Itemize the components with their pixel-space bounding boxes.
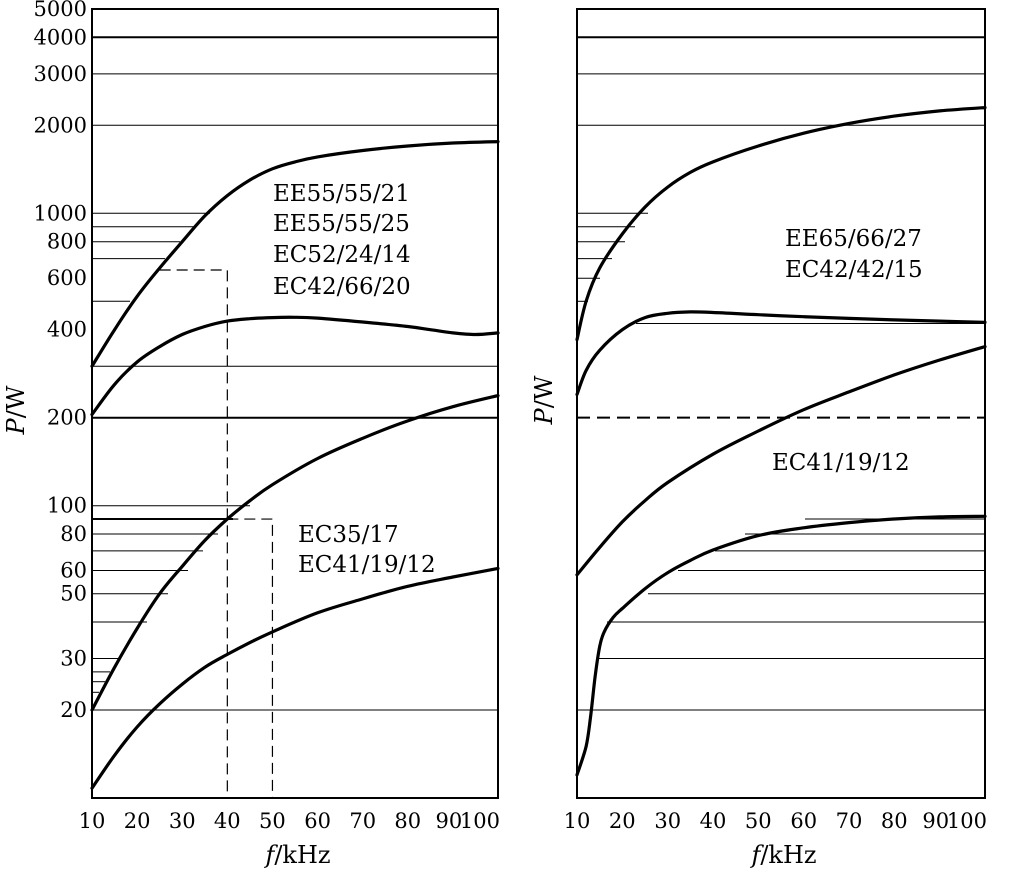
right-x-tick-label-2: 30 [654, 809, 681, 833]
left-x-tick-label-6: 70 [349, 809, 376, 833]
left-x-tick-label-7: 80 [394, 809, 421, 833]
left-x-tick-label-5: 60 [304, 809, 331, 833]
curve-label-ee55-55-21: EE55/55/21 [273, 181, 410, 207]
right-x-tick-label-4: 50 [745, 809, 772, 833]
right-y-axis-title: P/W [530, 375, 558, 425]
right-plot-frame [576, 8, 986, 799]
left-y-tick-label-7: 400 [47, 318, 87, 342]
left-y-tick-label-13: 30 [60, 647, 87, 671]
left-x-tick-label-9: 100 [460, 809, 500, 833]
left-chart: 5000400030002000100080060040020010080605… [2, 0, 500, 869]
left-series-line-3 [90, 566, 500, 790]
right-x-tick-label-8: 90 [922, 809, 949, 833]
left-y-tick-label-12: 50 [60, 582, 87, 606]
right-x-tick-label-0: 10 [564, 809, 591, 833]
right-series-line-3 [575, 514, 987, 777]
right-curves [575, 106, 987, 777]
right-x-tick-label-3: 40 [700, 809, 727, 833]
curve-label-ee55-55-25: EE55/55/25 [273, 211, 410, 237]
left-curves [90, 140, 500, 790]
left-x-tick-label-0: 10 [79, 809, 106, 833]
left-y-tick-label-1: 4000 [34, 25, 87, 49]
right-x-tick-label-6: 70 [836, 809, 863, 833]
curve-label-ec52-24-14: EC52/24/14 [273, 242, 411, 268]
right-x-tick-label-5: 60 [790, 809, 817, 833]
left-x-tick-label-8: 90 [436, 809, 463, 833]
left-y-tick-label-11: 60 [60, 559, 87, 583]
right-gridlines [577, 8, 985, 711]
left-guides [159, 269, 274, 798]
left-guide-line-1 [159, 269, 228, 798]
left-x-tick-label-2: 30 [169, 809, 196, 833]
left-x-tick-label-3: 40 [214, 809, 241, 833]
left-x-tick-label-1: 20 [124, 809, 151, 833]
right-x-tick-label-1: 20 [609, 809, 636, 833]
curve-label-ec42-42-15: EC42/42/15 [785, 257, 923, 283]
curve-label-ec42-66-20: EC42/66/20 [273, 274, 411, 300]
left-x-tick-label-4: 50 [259, 809, 286, 833]
left-series-line-0 [90, 140, 500, 368]
left-x-axis-title: f/kHz [263, 841, 330, 869]
right-x-axis-title: f/kHz [749, 841, 816, 869]
left-series-line-1 [90, 315, 500, 417]
left-y-tick-label-9: 100 [47, 494, 87, 518]
right-x-tick-label-9: 100 [947, 809, 987, 833]
left-y-ticks: 5000 4000 3000 2000 1000 800 600 400 200 100 80 605… [34, 0, 87, 722]
right-series-line-2 [575, 345, 987, 577]
left-y-tick-label-8: 200 [47, 406, 87, 430]
left-y-axis-title: P/W [2, 385, 30, 435]
left-y-tick-label-6: 600 [47, 266, 87, 290]
left-y-tick-label-14: 20 [60, 698, 87, 722]
left-y-tick-label-3: 2000 [34, 113, 87, 137]
left-gridlines [92, 8, 498, 711]
curve-label-ec41-19-12-left: EC41/19/12 [298, 552, 436, 578]
right-x-tick-label-7: 80 [881, 809, 908, 833]
curve-label-ec35-17: EC35/17 [298, 522, 399, 548]
right-series-line-0 [575, 106, 987, 342]
curve-label-ec41-19-12-right: EC41/19/12 [772, 450, 910, 476]
left-y-tick-label-10: 80 [60, 522, 87, 546]
right-series-line-1 [575, 310, 987, 397]
left-y-tick-label-4: 1000 [34, 201, 87, 225]
left-y-tick-label-2: 3000 [34, 62, 87, 86]
left-plot-frame [91, 8, 499, 799]
left-y-tick-label-0: 5000 [34, 0, 87, 21]
right-frame [576, 8, 986, 799]
left-frame [91, 8, 499, 799]
left-y-tick-label-5: 800 [47, 230, 87, 254]
left-series-line-2 [90, 394, 500, 712]
curve-label-ee65-66-27: EE65/66/27 [785, 226, 922, 252]
left-guide-line-2 [227, 518, 274, 798]
